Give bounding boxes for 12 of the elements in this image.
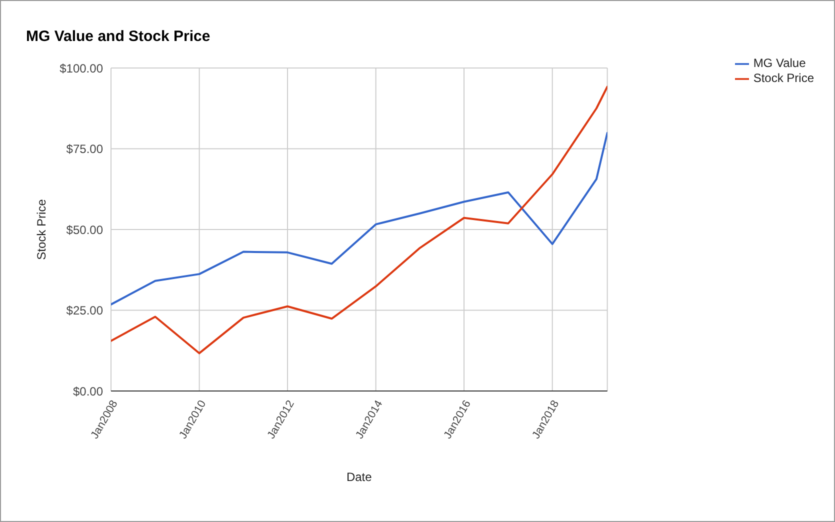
x-axis-title: Date [346, 470, 372, 484]
legend-label: Stock Price [753, 70, 814, 85]
line-series [111, 86, 608, 354]
line-series [111, 132, 608, 306]
y-tick-label: $50.00 [66, 222, 104, 237]
y-tick-label: $0.00 [72, 384, 104, 398]
chart-title: MG Value and Stock Price [26, 28, 210, 45]
y-tick-label: $100.00 [60, 61, 104, 76]
y-tick-label: $25.00 [66, 304, 104, 318]
legend-label: MG Value [753, 56, 806, 70]
y-tick-label: $75.00 [66, 142, 104, 156]
y-axis-title: Stock Price [34, 198, 48, 260]
